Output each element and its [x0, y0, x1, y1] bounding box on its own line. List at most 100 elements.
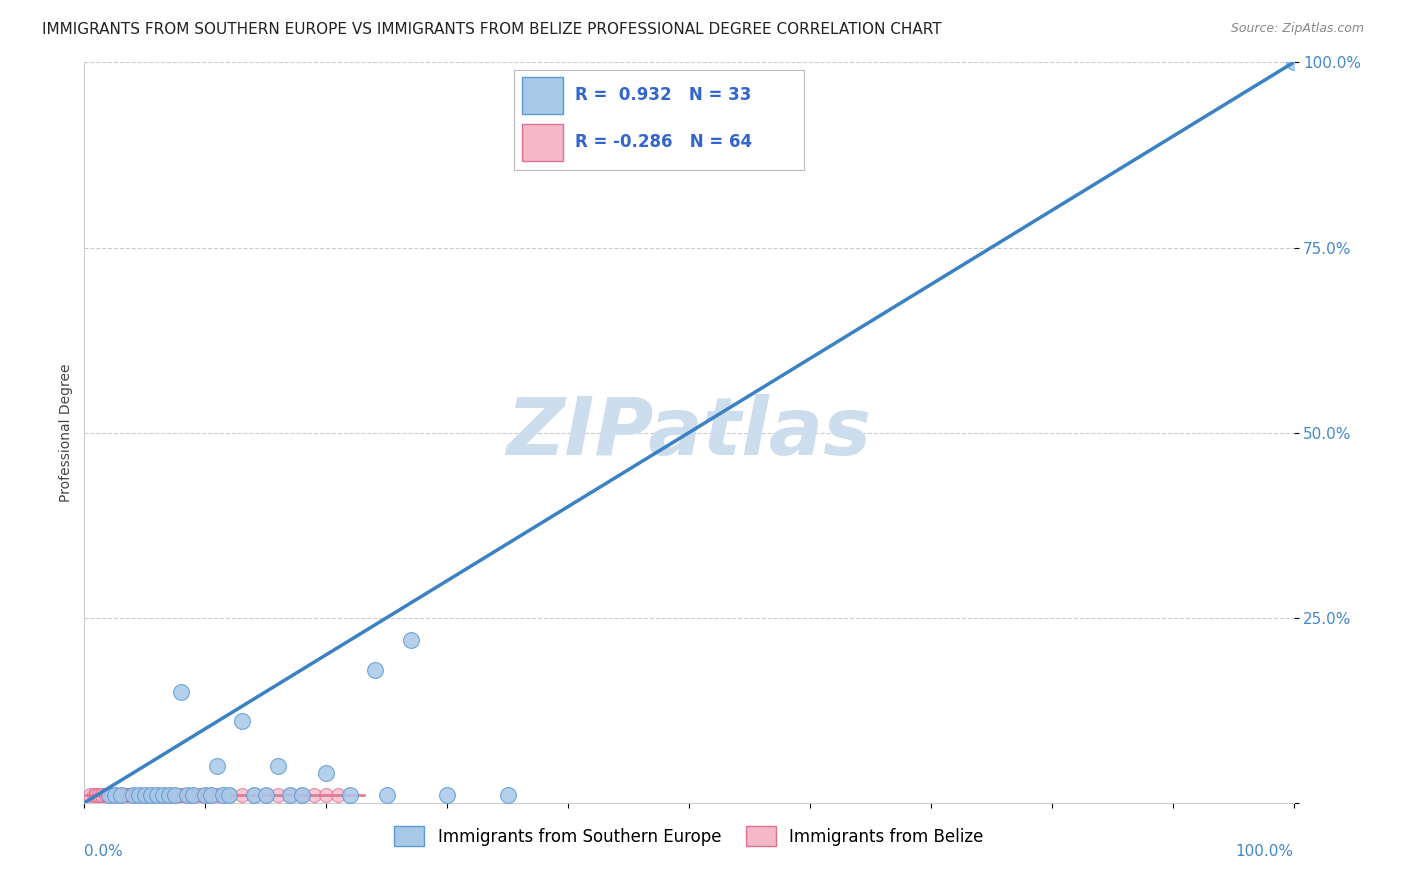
Point: [339, 789, 361, 803]
Point: [87, 789, 110, 803]
Point: [104, 789, 127, 803]
Point: [157, 789, 180, 803]
Point: [104, 789, 127, 803]
Point: [115, 789, 138, 803]
Point: [94, 789, 117, 803]
Point: [152, 789, 174, 803]
Point: [302, 789, 325, 803]
Point: [91, 789, 114, 803]
Point: [91, 789, 114, 803]
Point: [363, 663, 385, 677]
Point: [146, 789, 169, 803]
Text: Source: ZipAtlas.com: Source: ZipAtlas.com: [1230, 22, 1364, 36]
Point: [97, 789, 120, 803]
Point: [120, 789, 142, 803]
Point: [139, 789, 162, 803]
Point: [86, 789, 108, 803]
Point: [165, 789, 187, 803]
Point: [121, 789, 143, 803]
Point: [291, 789, 314, 803]
Point: [170, 789, 193, 803]
Point: [399, 632, 422, 647]
Point: [165, 789, 187, 803]
Point: [124, 789, 146, 803]
Point: [267, 758, 290, 772]
Point: [194, 789, 217, 803]
Point: [110, 789, 132, 803]
Point: [100, 789, 122, 803]
Point: [121, 789, 143, 803]
Y-axis label: Professional Degree: Professional Degree: [59, 363, 73, 502]
Point: [110, 789, 132, 803]
Point: [107, 789, 129, 803]
Point: [194, 789, 217, 803]
Point: [79, 789, 101, 803]
Point: [104, 789, 127, 803]
Point: [134, 789, 156, 803]
Point: [107, 789, 129, 803]
Point: [207, 758, 229, 772]
Point: [128, 789, 150, 803]
Point: [170, 685, 193, 699]
Point: [110, 789, 132, 803]
Point: [375, 789, 398, 803]
Point: [97, 789, 120, 803]
Point: [1282, 55, 1305, 70]
Legend: Immigrants from Southern Europe, Immigrants from Belize: Immigrants from Southern Europe, Immigra…: [394, 826, 984, 847]
Point: [242, 789, 264, 803]
Point: [100, 789, 122, 803]
Point: [315, 766, 337, 780]
Point: [134, 789, 156, 803]
Point: [181, 789, 204, 803]
Point: [87, 789, 110, 803]
Point: [86, 789, 108, 803]
Point: [124, 789, 146, 803]
Point: [115, 789, 138, 803]
Point: [121, 789, 143, 803]
Point: [291, 789, 314, 803]
Point: [146, 789, 169, 803]
Point: [315, 789, 337, 803]
Point: [157, 789, 180, 803]
Point: [267, 789, 290, 803]
Point: [496, 789, 519, 803]
Point: [218, 789, 240, 803]
Text: 0.0%: 0.0%: [84, 844, 124, 858]
Text: ZIPatlas: ZIPatlas: [506, 393, 872, 472]
Point: [212, 789, 235, 803]
Text: IMMIGRANTS FROM SOUTHERN EUROPE VS IMMIGRANTS FROM BELIZE PROFESSIONAL DEGREE CO: IMMIGRANTS FROM SOUTHERN EUROPE VS IMMIG…: [42, 22, 942, 37]
Point: [91, 789, 114, 803]
Point: [181, 789, 204, 803]
Point: [170, 789, 193, 803]
Point: [207, 789, 229, 803]
Point: [134, 789, 156, 803]
Point: [128, 789, 150, 803]
Point: [146, 789, 169, 803]
Text: 100.0%: 100.0%: [1236, 844, 1294, 858]
Point: [278, 789, 301, 803]
Point: [128, 789, 150, 803]
Point: [436, 789, 458, 803]
Point: [120, 789, 142, 803]
Point: [188, 789, 211, 803]
Point: [176, 789, 198, 803]
Point: [231, 714, 253, 729]
Point: [218, 789, 240, 803]
Point: [200, 789, 222, 803]
Point: [83, 789, 105, 803]
Point: [200, 789, 222, 803]
Point: [139, 789, 162, 803]
Point: [86, 789, 108, 803]
Point: [254, 789, 277, 803]
Point: [231, 789, 253, 803]
Point: [181, 789, 204, 803]
Point: [152, 789, 174, 803]
Point: [97, 789, 120, 803]
Point: [139, 789, 162, 803]
Point: [104, 789, 127, 803]
Point: [242, 789, 264, 803]
Point: [110, 789, 132, 803]
Point: [278, 789, 301, 803]
Point: [97, 789, 120, 803]
Point: [328, 789, 350, 803]
